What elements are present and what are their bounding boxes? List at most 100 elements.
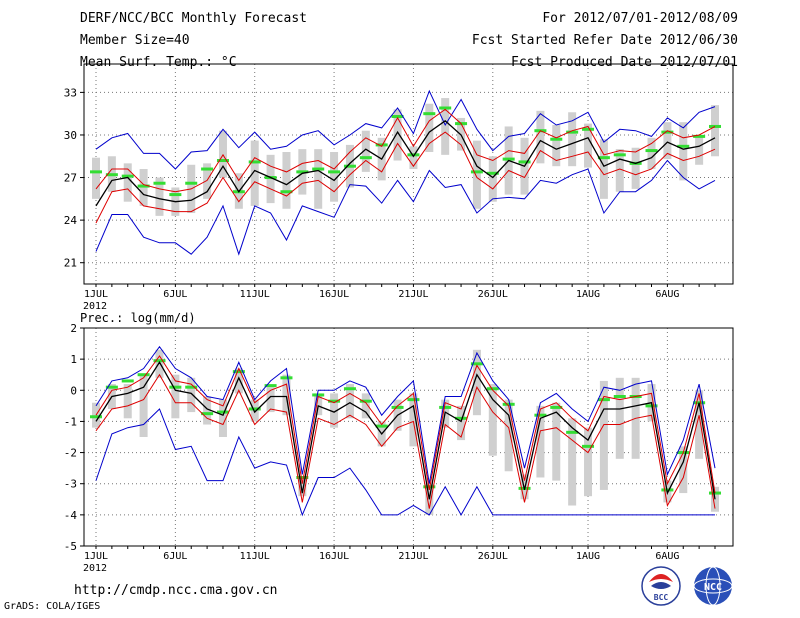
median-marker <box>534 413 547 417</box>
median-marker <box>486 171 499 175</box>
ensemble-range-bar <box>679 122 688 181</box>
year-label: 2012 <box>83 301 107 312</box>
ensemble-range-bar <box>552 402 561 481</box>
median-marker <box>185 385 198 389</box>
median-marker <box>550 137 563 141</box>
median-marker <box>169 193 182 197</box>
median-marker <box>645 149 658 153</box>
y-tick-label: 2 <box>70 322 77 335</box>
x-tick-label: 1AUG <box>576 289 600 300</box>
median-marker <box>470 362 483 366</box>
median-marker <box>359 399 372 403</box>
median-marker <box>296 170 309 174</box>
median-marker <box>597 156 610 160</box>
ensemble-range-bar <box>472 349 481 416</box>
median-marker <box>502 402 515 406</box>
median-marker <box>137 373 150 377</box>
median-marker <box>677 144 690 148</box>
median-marker <box>90 170 102 174</box>
ensemble-range-bar <box>330 393 339 428</box>
lower-spread-line <box>95 373 716 509</box>
x-tick-label: 6AUG <box>655 289 679 300</box>
median-marker <box>328 170 341 174</box>
ensemble-range-bar <box>92 157 100 199</box>
plot-frame <box>83 63 734 285</box>
ensemble-range-bar <box>330 152 339 202</box>
y-tick-label: 21 <box>64 257 77 270</box>
y-tick-label: 1 <box>70 353 77 366</box>
ensemble-range-bar <box>298 477 307 497</box>
ensemble-range-bar <box>504 399 513 472</box>
median-marker <box>312 167 325 171</box>
x-tick-label: 11JUL <box>240 289 270 300</box>
ensemble-range-bar <box>711 105 719 157</box>
ncc-logo-orbit-icon <box>693 578 733 594</box>
precip-title: Prec.: log(mm/d) <box>80 311 196 325</box>
median-marker <box>470 170 483 174</box>
median-marker <box>296 475 309 479</box>
chart-title: DERF/NCC/BCC Monthly Forecast <box>80 11 307 26</box>
ensemble-range-bar <box>599 139 608 199</box>
median-marker <box>201 412 214 416</box>
lower-spread-line <box>95 131 716 224</box>
median-marker <box>280 376 293 380</box>
ensemble-range-bar <box>536 405 545 478</box>
x-tick-label: 21JUL <box>398 289 428 300</box>
temperature-panel: 21 24 27 30 33 1JUL 6JUL 11JUL 16JUL 21JUL 26JUL 1A… <box>64 63 734 312</box>
ensemble-range-bar <box>488 384 497 456</box>
y-tick-label: -5 <box>64 540 77 553</box>
y-tick-label: -2 <box>64 447 77 460</box>
max-envelope-line <box>95 89 716 170</box>
y-tick-label: -4 <box>64 509 78 522</box>
median-marker <box>216 159 229 163</box>
median-marker <box>391 115 404 119</box>
bcc-logo-swirl-icon <box>649 574 673 582</box>
median-marker <box>137 184 150 188</box>
median-marker <box>391 405 404 409</box>
ensemble-range-bar <box>409 393 418 447</box>
median-marker <box>185 181 198 185</box>
ensemble-range-bar <box>314 149 323 209</box>
median-marker <box>423 112 436 116</box>
y-tick-label: 24 <box>64 214 78 227</box>
x-tick-label: 1JUL <box>84 289 108 300</box>
median-marker <box>439 405 452 409</box>
x-tick-label: 16JUL <box>319 551 349 562</box>
variable-label: Mean Surf. Temp.: °C <box>80 55 237 70</box>
ensemble-range-bar <box>345 384 354 419</box>
x-tick-label: 26JUL <box>478 551 508 562</box>
ensemble-range-bar <box>314 393 323 416</box>
year-label: 2012 <box>83 563 107 574</box>
ensemble-range-bar <box>488 156 497 202</box>
x-tick-label: 21JUL <box>398 551 428 562</box>
source-url: http://cmdp.ncc.cma.gov.cn <box>74 583 278 598</box>
ncc-logo-globe-icon <box>694 567 732 605</box>
x-tick-label: 6AUG <box>655 551 679 562</box>
median-marker <box>502 157 515 161</box>
ensemble-range-bar <box>647 137 656 170</box>
ncc-logo-text: NCC <box>704 582 722 593</box>
min-envelope-line <box>95 408 715 517</box>
ncc-logo-meridian-icon <box>705 566 721 606</box>
ensemble-range-bar <box>441 98 450 155</box>
median-marker <box>407 398 420 402</box>
median-marker <box>121 174 134 178</box>
median-marker <box>312 393 325 397</box>
ensemble-range-bar <box>472 140 481 209</box>
median-marker <box>280 190 293 194</box>
ensemble-range-bar <box>568 418 577 506</box>
median-marker <box>661 130 674 134</box>
ensemble-mean-line <box>95 119 716 207</box>
median-marker <box>566 130 579 134</box>
ensemble-range-bar <box>203 163 212 199</box>
ensemble-range-bar <box>155 349 164 378</box>
median-marker <box>121 379 134 383</box>
bcc-logo: BCC <box>641 566 681 606</box>
median-marker <box>375 143 388 147</box>
median-marker <box>582 127 595 131</box>
y-tick-label: 33 <box>64 86 77 99</box>
ensemble-range-bar <box>425 103 434 152</box>
median-marker <box>566 430 579 434</box>
ensemble-range-bar <box>123 384 132 419</box>
median-marker <box>439 106 452 110</box>
